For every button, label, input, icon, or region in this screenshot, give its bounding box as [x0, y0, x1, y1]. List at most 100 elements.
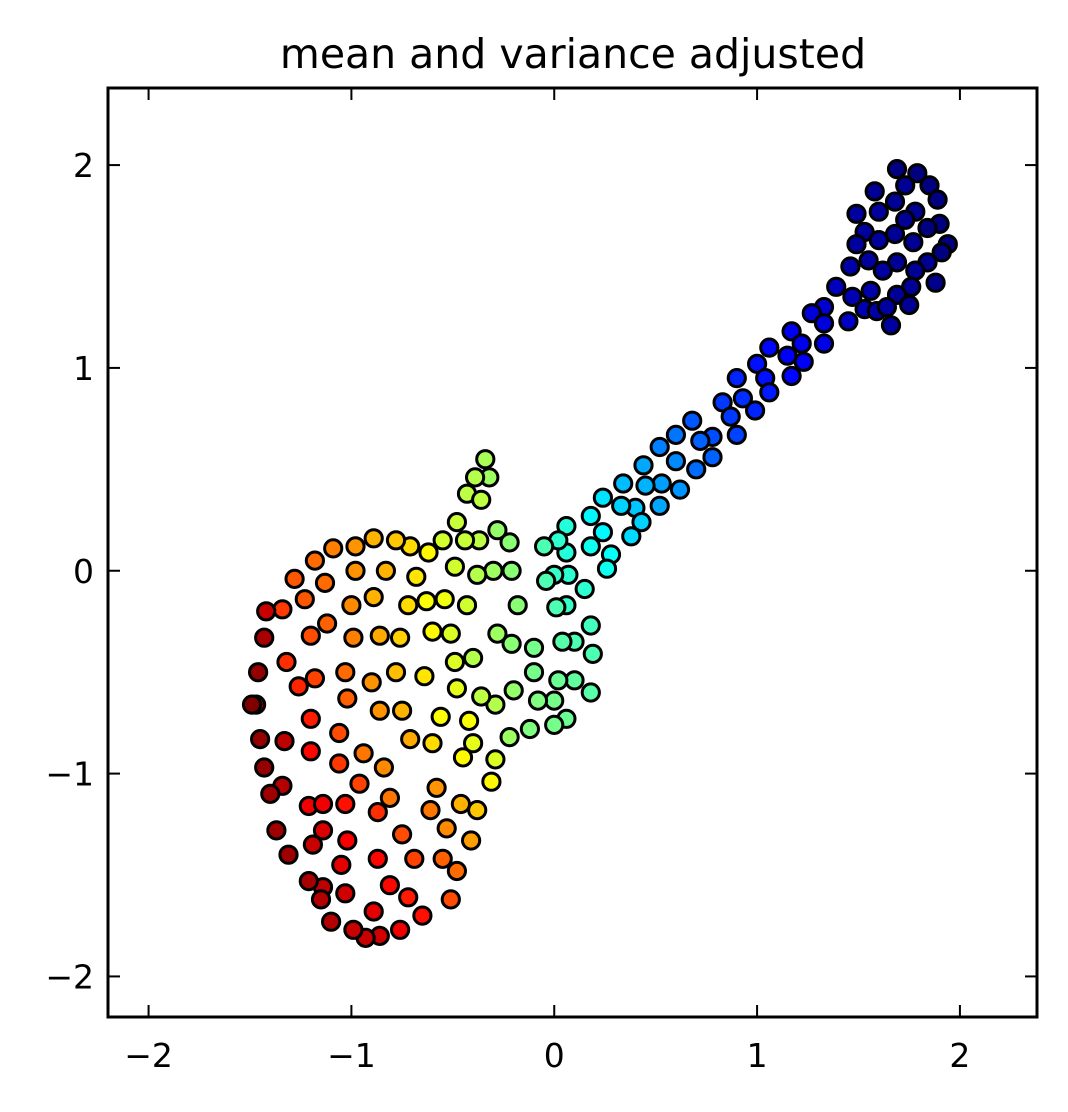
data-point	[611, 495, 632, 516]
data-point	[475, 449, 496, 470]
data-point	[367, 802, 388, 823]
data-point	[406, 566, 427, 587]
data-point	[331, 854, 352, 876]
data-point	[548, 670, 569, 691]
data-point	[860, 280, 881, 301]
data-point	[884, 191, 906, 212]
data-point	[241, 694, 263, 715]
data-point	[621, 526, 642, 547]
data-point	[631, 512, 652, 533]
data-point	[582, 643, 603, 665]
data-point	[592, 487, 614, 508]
data-point	[895, 175, 916, 196]
y-tick-label: 2	[73, 146, 94, 185]
data-point	[248, 662, 269, 683]
data-point	[580, 505, 601, 527]
data-point	[546, 597, 567, 618]
data-point	[398, 887, 419, 908]
data-point	[777, 345, 798, 366]
data-point	[440, 889, 461, 910]
data-point	[499, 727, 520, 748]
data-point	[838, 311, 859, 332]
data-point	[341, 595, 362, 616]
data-point	[467, 800, 488, 821]
x-tick-label: −2	[124, 1036, 173, 1075]
data-point	[842, 286, 863, 307]
data-point	[471, 686, 492, 707]
data-point	[404, 848, 425, 869]
data-point	[446, 678, 467, 699]
data-point	[682, 410, 703, 431]
data-point	[487, 623, 508, 644]
x-tick-label: 1	[747, 1036, 768, 1075]
data-point	[485, 749, 506, 770]
data-point	[781, 365, 802, 387]
data-point	[503, 680, 524, 701]
data-point	[398, 595, 419, 616]
ticks-layer: −2 −1 0 1 2 −2 −1 0 1 2	[45, 88, 1037, 1075]
y-tick-label: −2	[45, 957, 94, 996]
data-point	[907, 163, 928, 184]
data-point	[745, 400, 766, 421]
data-point	[335, 662, 356, 683]
data-point	[527, 690, 549, 711]
data-point	[329, 753, 350, 774]
data-point	[868, 230, 889, 251]
data-point	[726, 368, 747, 389]
data-point	[300, 708, 321, 729]
data-point	[392, 700, 413, 721]
data-point	[432, 530, 453, 551]
data-point	[669, 479, 691, 500]
data-point	[580, 682, 601, 703]
data-point	[633, 455, 654, 476]
data-point	[420, 800, 441, 821]
data-point	[414, 666, 435, 687]
data-point	[461, 830, 482, 851]
data-point	[534, 536, 555, 557]
data-point	[446, 512, 467, 533]
data-point	[501, 560, 522, 581]
data-point	[720, 406, 741, 427]
data-point	[422, 621, 443, 642]
data-point	[310, 889, 332, 910]
y-tick-label: 0	[73, 552, 94, 591]
data-point	[690, 430, 711, 451]
data-point	[459, 710, 480, 732]
data-point	[880, 315, 902, 336]
data-point	[444, 556, 465, 577]
data-point	[463, 647, 484, 669]
data-point	[434, 589, 455, 610]
data-point	[363, 587, 384, 608]
x-tick-label: −1	[327, 1036, 376, 1075]
data-point	[665, 451, 687, 472]
data-point	[312, 820, 334, 841]
data-point	[298, 871, 319, 892]
data-point	[927, 189, 948, 210]
data-point	[813, 333, 835, 354]
x-tick-label: 0	[544, 1036, 565, 1075]
data-point	[886, 159, 908, 180]
data-point	[345, 536, 366, 557]
data-point	[369, 700, 390, 721]
data-point	[463, 733, 484, 754]
data-point	[487, 520, 508, 541]
data-point	[564, 670, 585, 691]
data-point	[444, 651, 465, 673]
data-point	[276, 651, 297, 673]
data-point	[899, 294, 920, 316]
data-point	[651, 473, 672, 494]
data-point	[574, 578, 595, 600]
data-point	[254, 757, 275, 778]
data-point	[858, 250, 879, 271]
data-point	[649, 436, 670, 458]
data-point	[613, 473, 634, 494]
data-point	[412, 905, 433, 926]
data-point	[456, 595, 478, 616]
data-point	[345, 560, 366, 581]
data-point	[759, 337, 780, 358]
data-point	[304, 550, 325, 571]
data-point	[552, 631, 573, 652]
data-point	[436, 818, 457, 839]
